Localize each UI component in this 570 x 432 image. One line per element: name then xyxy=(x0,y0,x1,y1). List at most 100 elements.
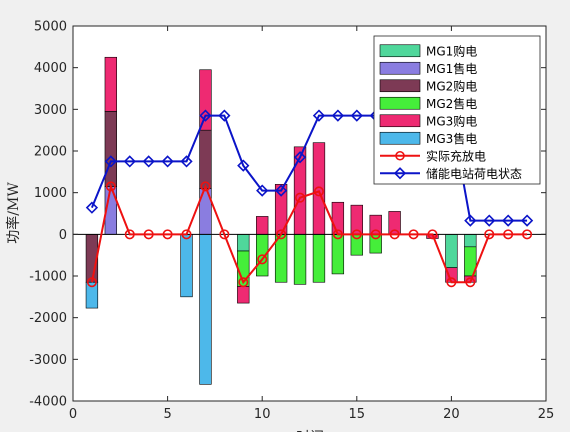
bar xyxy=(199,129,212,189)
point xyxy=(503,229,514,240)
y-tick-label: 2000 xyxy=(34,145,67,160)
point xyxy=(162,229,173,240)
y-axis-title: 功率/MW xyxy=(5,182,22,244)
legend-label: 储能电站荷电状态 xyxy=(426,166,522,181)
x-tick-label: 5 xyxy=(163,407,171,422)
bar xyxy=(237,286,250,304)
point xyxy=(238,277,249,288)
legend: MG1购电 MG1售电 MG2购电 MG2售电 MG3购电 MG3售电实际充放电储能电站荷… xyxy=(373,35,541,185)
y-tick-label: 1000 xyxy=(34,186,67,201)
bar xyxy=(331,234,345,275)
bar xyxy=(464,234,477,248)
point xyxy=(408,229,419,240)
bar xyxy=(274,234,288,283)
y-tick-label: -1000 xyxy=(29,270,67,285)
bar xyxy=(104,111,118,187)
legend-marker xyxy=(395,150,405,161)
point xyxy=(142,155,155,168)
point xyxy=(105,181,116,192)
point xyxy=(427,229,438,240)
point xyxy=(465,277,476,288)
legend-label: MG1购电 xyxy=(426,43,477,58)
bar xyxy=(293,146,307,235)
y-tick-label: 5000 xyxy=(34,20,67,35)
y-tick-label: -3000 xyxy=(29,353,67,368)
bar xyxy=(256,216,269,235)
plot-frame xyxy=(72,25,547,402)
point xyxy=(370,229,381,240)
y-tick-label: 0 xyxy=(59,228,67,243)
x-axis-title: 时间 xyxy=(296,430,324,432)
legend-label: MG3售电 xyxy=(426,131,477,146)
legend-label: MG1售电 xyxy=(426,61,477,76)
series-line xyxy=(90,182,528,285)
point xyxy=(483,214,496,227)
bar xyxy=(350,234,363,256)
legend-swatch xyxy=(379,96,421,110)
point xyxy=(143,229,154,240)
y-tick-label: -4000 xyxy=(29,395,67,410)
x-tick-label: 20 xyxy=(443,407,460,422)
bar xyxy=(180,234,193,298)
point xyxy=(256,184,269,197)
point xyxy=(161,155,174,168)
point xyxy=(85,201,99,214)
x-tick-label: 15 xyxy=(349,407,366,422)
point xyxy=(124,229,135,240)
bar xyxy=(312,142,326,235)
point xyxy=(218,109,231,122)
point xyxy=(199,109,212,122)
point xyxy=(237,159,250,172)
bar xyxy=(199,234,212,385)
point xyxy=(446,277,457,288)
y-tick-label: 4000 xyxy=(34,61,67,76)
y-tick-label: 3000 xyxy=(34,103,67,118)
y-tick-label: -2000 xyxy=(29,311,67,326)
point xyxy=(331,109,345,122)
point xyxy=(332,229,343,240)
bar xyxy=(293,234,307,285)
point xyxy=(181,229,192,240)
point xyxy=(104,155,117,168)
point xyxy=(274,184,288,197)
point xyxy=(484,229,495,240)
point xyxy=(313,186,324,197)
point xyxy=(464,214,477,227)
point xyxy=(180,155,193,168)
bar xyxy=(199,69,212,131)
point xyxy=(312,109,326,122)
point xyxy=(520,214,534,227)
bar xyxy=(312,234,326,283)
bar xyxy=(445,234,458,268)
point xyxy=(350,109,363,122)
point xyxy=(276,229,287,240)
point xyxy=(389,229,400,240)
point xyxy=(123,155,136,168)
point xyxy=(200,181,211,192)
legend-label: MG2售电 xyxy=(426,96,477,111)
x-tick-label: 10 xyxy=(254,407,271,422)
point xyxy=(219,229,230,240)
y-axis: -4000 -3000 -2000 -1000 0 1000 2000 3000 4000 500… xyxy=(29,20,546,410)
legend-label: MG3购电 xyxy=(426,113,477,128)
legend-label: MG2购电 xyxy=(426,78,477,93)
legend-swatch xyxy=(379,79,421,93)
point xyxy=(502,214,515,227)
legend-swatch xyxy=(379,131,421,145)
point xyxy=(257,254,268,265)
legend-swatch xyxy=(379,44,421,58)
point xyxy=(293,151,307,164)
point xyxy=(522,229,533,240)
legend-marker xyxy=(393,167,407,180)
point xyxy=(295,192,306,203)
legend-label: 实际充放电 xyxy=(426,148,486,163)
bar xyxy=(104,56,118,112)
x-tick-label: 0 xyxy=(69,407,77,422)
x-tick-label: 25 xyxy=(538,407,555,422)
point xyxy=(351,229,362,240)
x-axis: 0 5 10 15 20 25 xyxy=(69,26,554,422)
bar xyxy=(237,234,250,252)
bar xyxy=(369,214,382,235)
point xyxy=(86,277,97,288)
